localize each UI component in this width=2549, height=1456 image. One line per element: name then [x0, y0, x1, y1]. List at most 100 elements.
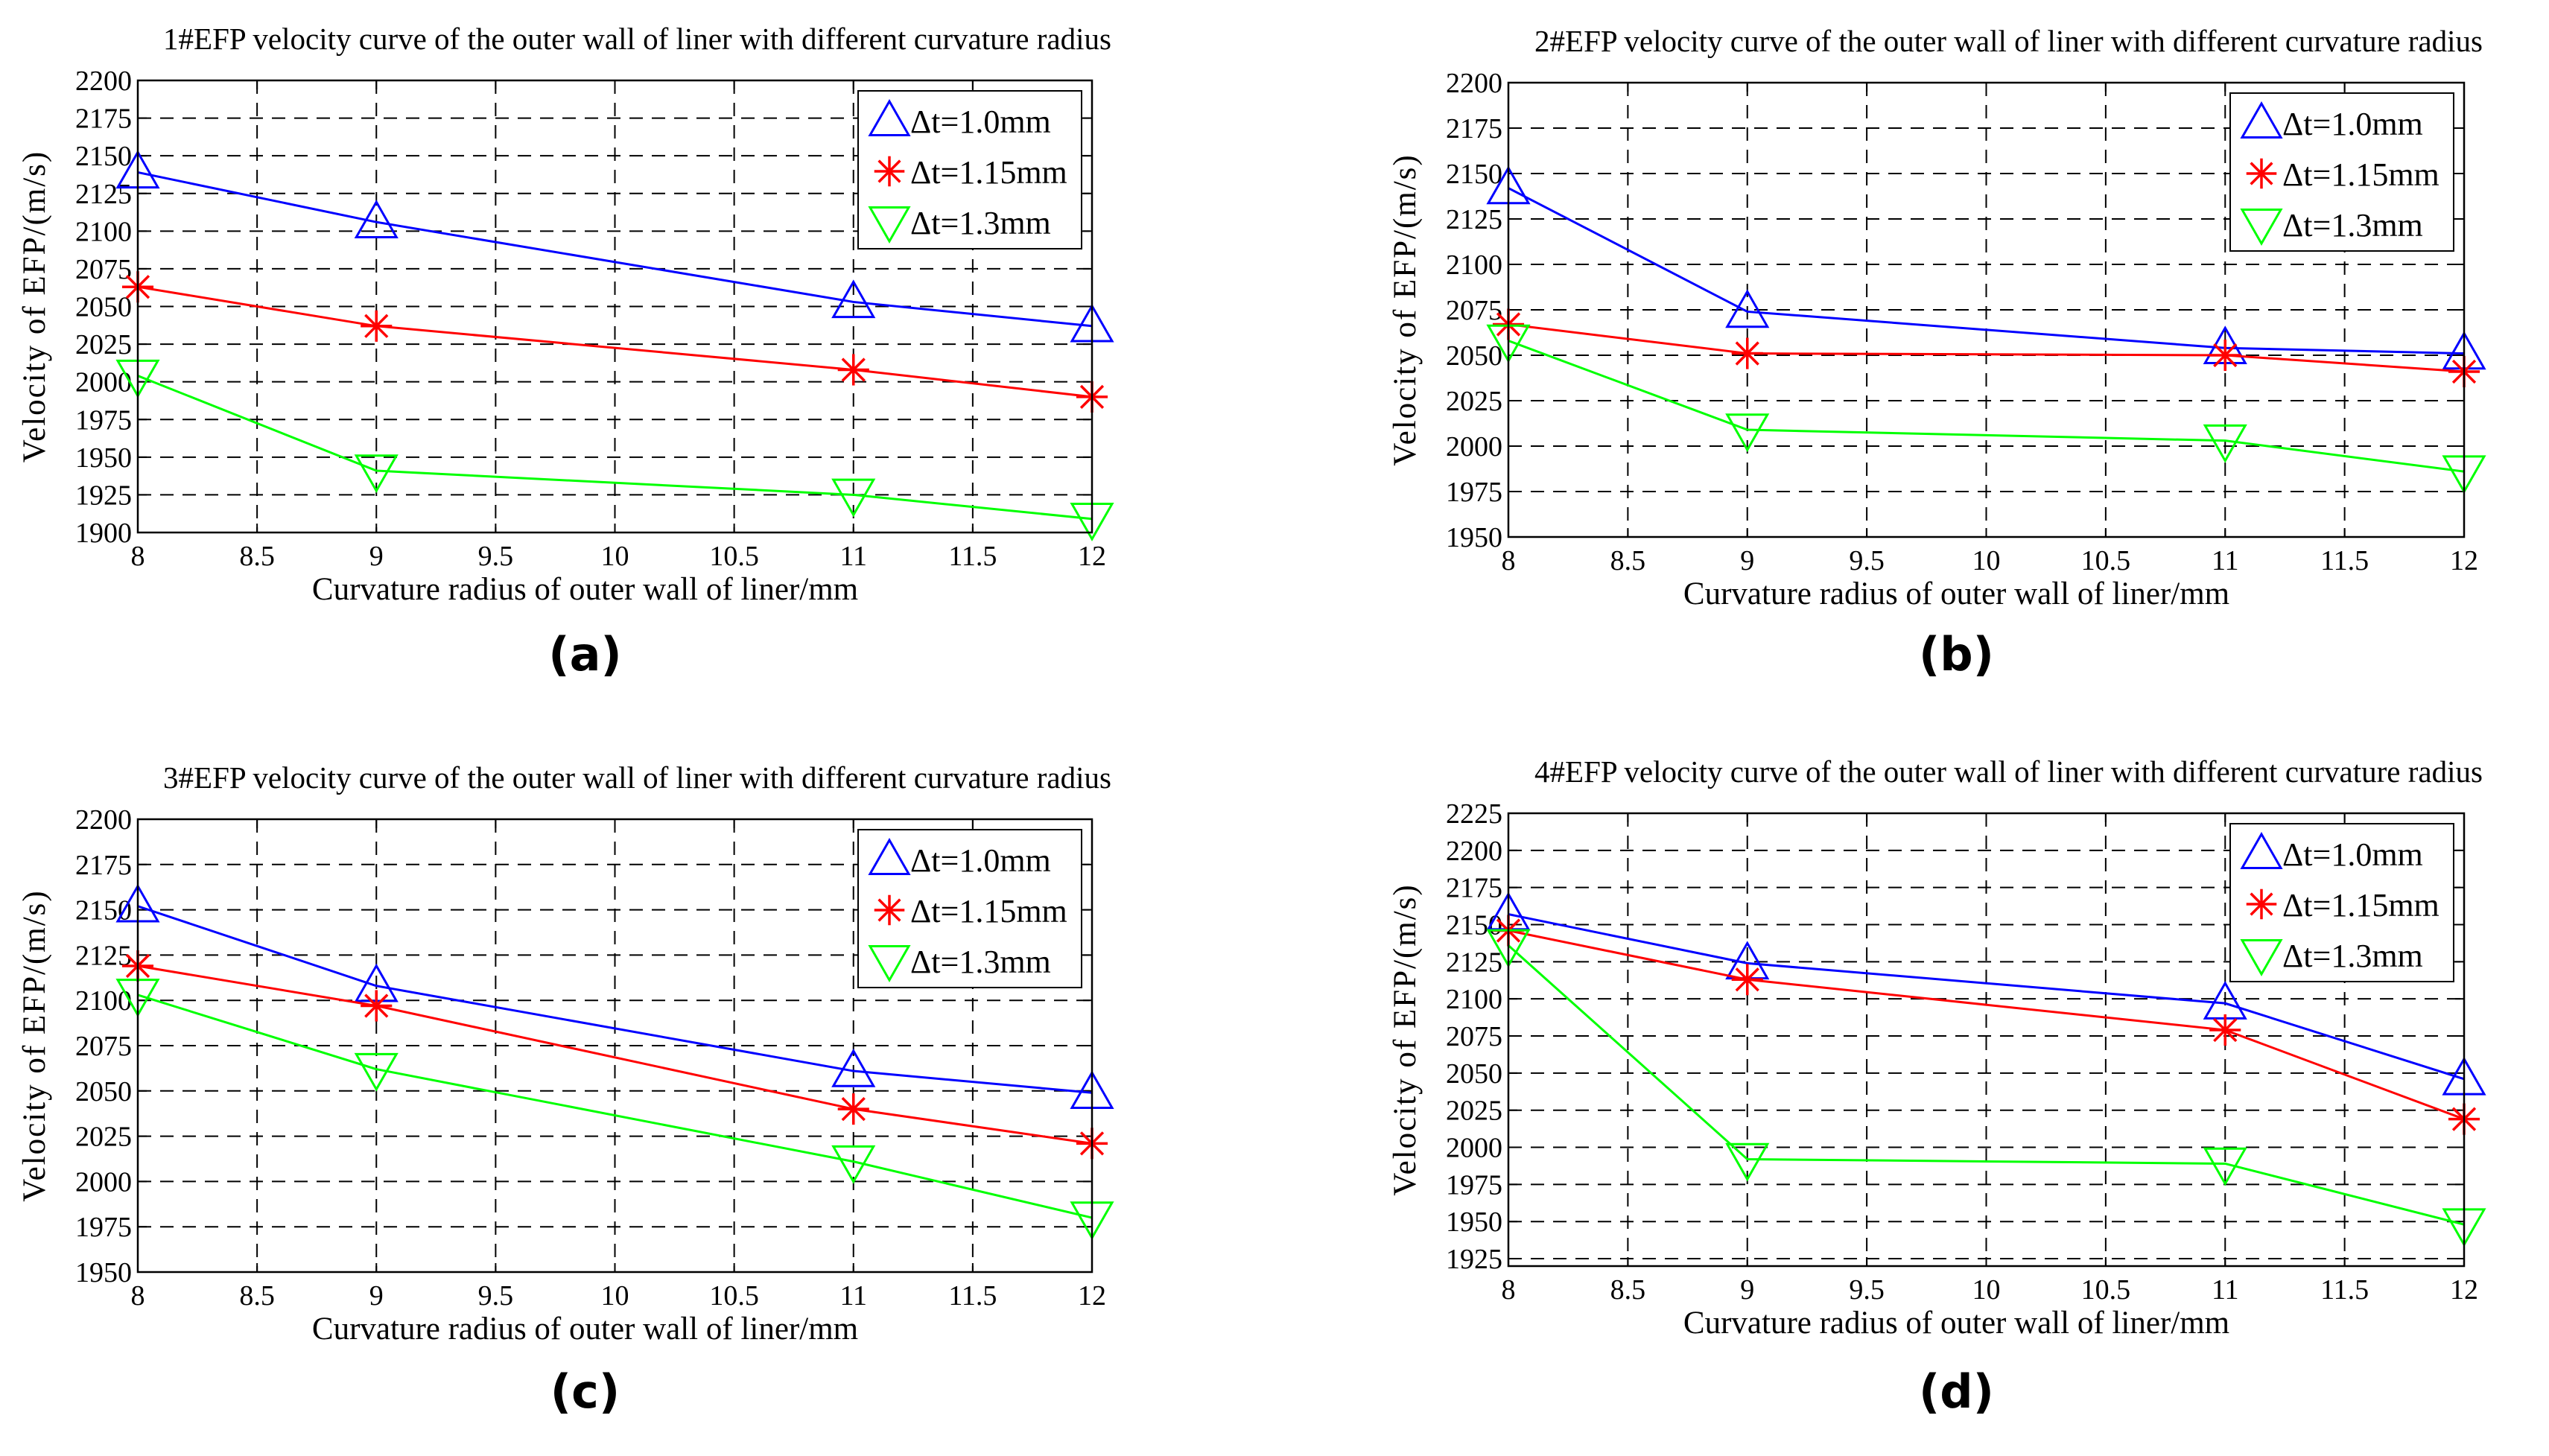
y-axis-label: Velocity of EFP/(m/s) — [17, 150, 52, 462]
data-point — [354, 200, 399, 238]
series-line — [137, 964, 1093, 1145]
x-tick-label: 9.5 — [478, 1280, 514, 1312]
x-tick-label: 8 — [1502, 1274, 1516, 1306]
y-tick-label: 2150 — [75, 141, 132, 172]
y-tick-label: 2150 — [1446, 910, 1502, 941]
x-tick-label: 8.5 — [1610, 545, 1646, 576]
chart-panel-2: 2#EFP velocity curve of the outer wall o… — [1388, 24, 2486, 681]
x-tick-label: 10.5 — [2081, 545, 2131, 576]
x-tick-label: 8 — [131, 541, 145, 572]
triangle-down-marker — [2240, 939, 2283, 977]
y-tick-label: 2075 — [1446, 295, 1502, 326]
y-tick-label: 2075 — [75, 254, 132, 285]
series-line — [1508, 323, 2465, 373]
series-line — [137, 171, 1093, 328]
data-point — [354, 1052, 399, 1092]
x-tick-label: 9.5 — [1849, 1274, 1885, 1306]
x-axis-label: Curvature radius of outer wall of liner/… — [312, 1312, 858, 1347]
legend: Δt=1.0mm Δt=1.15mm Δt=1.3mm — [2229, 823, 2454, 982]
legend-label: Δt=1.0mm — [2282, 106, 2423, 142]
legend-label: Δt=1.15mm — [2282, 156, 2440, 193]
data-point — [831, 1049, 876, 1087]
data-point — [1731, 964, 1763, 996]
y-tick-label: 2175 — [75, 850, 132, 881]
legend-label: Δt=1.3mm — [2282, 938, 2423, 974]
y-tick-label: 2050 — [1446, 1058, 1502, 1090]
chart-title: 4#EFP velocity curve of the outer wall o… — [1534, 754, 2483, 789]
panel-caption: (c) — [550, 1364, 620, 1419]
series-line — [1507, 944, 2465, 1226]
x-tick-label: 8.5 — [239, 1280, 275, 1312]
x-tick-label: 11 — [2212, 545, 2239, 576]
data-point — [831, 279, 876, 319]
x-tick-label: 9 — [369, 541, 384, 572]
x-tick-label: 10 — [1972, 1274, 2001, 1306]
legend-box — [2229, 92, 2454, 252]
x-tick-label: 9.5 — [478, 541, 514, 572]
data-point — [354, 454, 399, 494]
data-point — [361, 990, 393, 1022]
triangle-down-marker — [868, 206, 911, 244]
asterisk-stroke — [1735, 341, 1759, 366]
x-tick-label: 10 — [601, 541, 629, 572]
asterisk-stroke — [877, 898, 901, 922]
series-line — [1508, 340, 2465, 473]
x-tick-label: 8.5 — [239, 541, 275, 572]
asterisk-stroke — [364, 994, 389, 1018]
legend-label: Δt=1.15mm — [910, 154, 1067, 191]
x-tick-label: 12 — [2450, 545, 2478, 576]
x-tick-label: 11.5 — [2320, 1274, 2369, 1306]
y-tick-label: 2025 — [75, 1122, 132, 1153]
data-point — [1731, 337, 1763, 369]
data-point — [1725, 1142, 1770, 1182]
y-tick-label: 2100 — [1446, 984, 1502, 1015]
panel-caption: (d) — [1919, 1364, 1994, 1419]
x-tick-label: 9 — [1740, 545, 1754, 576]
x-tick-label: 11 — [839, 1280, 867, 1312]
y-tick-label: 2050 — [1446, 340, 1502, 372]
triangle-up-marker — [2240, 831, 2283, 869]
y-tick-label: 2050 — [75, 292, 132, 323]
legend-label: Δt=1.15mm — [2282, 887, 2440, 923]
y-tick-label: 2100 — [75, 985, 132, 1017]
axes-frame — [1507, 81, 2466, 538]
asterisk-stroke — [364, 314, 389, 338]
triangle-down-marker — [868, 945, 911, 983]
x-tick-label: 11.5 — [2320, 545, 2369, 576]
y-tick-label: 2050 — [75, 1076, 132, 1107]
series-line — [1508, 913, 2465, 1081]
legend: Δt=1.0mm Δt=1.15mm Δt=1.3mm — [2229, 92, 2454, 252]
data-point — [2209, 339, 2241, 372]
y-tick-label: 1975 — [75, 404, 132, 436]
y-tick-label: 2000 — [1446, 431, 1502, 462]
y-tick-label: 2025 — [1446, 386, 1502, 417]
y-tick-label: 1975 — [1446, 477, 1502, 508]
asterisk-marker — [2246, 888, 2277, 920]
legend-label: Δt=1.0mm — [910, 104, 1051, 140]
y-tick-label: 1975 — [75, 1212, 132, 1243]
series-line — [137, 994, 1093, 1219]
asterisk-marker — [874, 156, 905, 187]
x-tick-label: 12 — [1078, 1280, 1106, 1312]
y-tick-label: 2100 — [75, 216, 132, 247]
y-tick-label: 2025 — [1446, 1096, 1502, 1127]
y-tick-label: 2000 — [75, 367, 132, 398]
y-tick-label: 1900 — [75, 518, 132, 549]
panel-caption: (a) — [548, 627, 622, 681]
asterisk-stroke — [841, 1096, 866, 1122]
y-tick-label: 1950 — [75, 1257, 132, 1288]
y-tick-label: 2125 — [1446, 947, 1502, 978]
axes-frame — [136, 818, 1093, 1274]
data-point — [1725, 413, 1770, 453]
x-tick-label: 11.5 — [948, 541, 997, 572]
series-line — [137, 285, 1093, 398]
chart-panel-1: 1#EFP velocity curve of the outer wall o… — [17, 22, 1114, 681]
y-tick-label: 1950 — [75, 442, 132, 474]
y-tick-label: 1925 — [1446, 1244, 1502, 1275]
x-tick-label: 10 — [601, 1280, 629, 1312]
data-point — [2203, 424, 2247, 463]
y-tick-label: 2075 — [1446, 1021, 1502, 1052]
x-tick-label: 10.5 — [709, 1280, 759, 1312]
y-tick-label: 1950 — [1446, 522, 1502, 553]
